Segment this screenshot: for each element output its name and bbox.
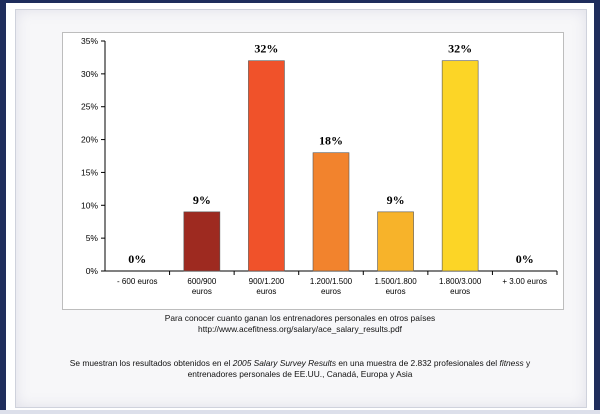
- y-tick-label: 30%: [81, 69, 98, 79]
- data-label: 9%: [387, 193, 405, 207]
- data-label: 9%: [193, 193, 211, 207]
- y-tick-label: 35%: [81, 36, 98, 46]
- source-note: Para conocer cuanto ganan los entrenador…: [15, 313, 585, 335]
- category-label: euros: [256, 287, 276, 296]
- fitness-word: fitness: [499, 358, 524, 368]
- y-tick-label: 10%: [81, 200, 98, 210]
- sample-note-part: Se muestran los resultados obtenidos en …: [69, 358, 233, 368]
- frame-right: [594, 0, 600, 414]
- bar: [248, 60, 285, 272]
- category-label: 1.200/1.500: [310, 277, 353, 286]
- data-label: 32%: [254, 42, 278, 56]
- category-label: euros: [321, 287, 341, 296]
- frame-bottom: [0, 410, 600, 414]
- content-panel: 0% 5% 10% 15% 20% 25% 30% 35% 0% - 600 euros 9% 600…: [15, 9, 587, 408]
- data-label: 0%: [516, 252, 534, 266]
- category-label: + 3.00 euros: [502, 277, 547, 286]
- sample-note-part: y: [523, 358, 531, 368]
- y-tick-label: 5%: [86, 233, 99, 243]
- y-tick-label: 15%: [81, 167, 98, 177]
- category-label: 1.500/1.800: [374, 277, 417, 286]
- category-label: - 600 euros: [117, 277, 157, 286]
- category-label: euros: [386, 287, 406, 296]
- source-url: http://www.acefitness.org/salary/ace_sal…: [198, 324, 402, 334]
- category-label: 1.800/3.000: [439, 277, 482, 286]
- salary-bar-chart: 0% 5% 10% 15% 20% 25% 30% 35% 0% - 600 euros 9% 600…: [81, 36, 558, 296]
- bar: [441, 60, 479, 272]
- chart-area: 0% 5% 10% 15% 20% 25% 30% 35% 0% - 600 euros 9% 600…: [62, 32, 564, 310]
- sample-note-line1: Se muestran los resultados obtenidos en …: [15, 358, 585, 369]
- y-tick-label: 20%: [81, 135, 98, 145]
- y-tick-label: 0%: [86, 266, 99, 276]
- data-label: 0%: [128, 252, 146, 266]
- category-label: 900/1.200: [249, 277, 285, 286]
- bar: [312, 152, 350, 272]
- frame-top: [0, 0, 600, 3]
- y-tick-label: 25%: [81, 102, 98, 112]
- sample-note-line2: entrenadores personales de EE.UU., Canad…: [187, 369, 413, 379]
- category-label: euros: [450, 287, 470, 296]
- category-label: 600/900: [187, 277, 216, 286]
- sample-note: Se muestran los resultados obtenidos en …: [15, 358, 585, 380]
- data-label: 18%: [319, 134, 343, 148]
- frame-left: [0, 0, 6, 414]
- category-label: euros: [192, 287, 212, 296]
- sample-note-part: en una muestra de 2.832 profesionales de…: [336, 358, 500, 368]
- source-note-text: Para conocer cuanto ganan los entrenador…: [164, 313, 436, 323]
- survey-title: 2005 Salary Survey Results: [232, 358, 337, 368]
- data-label: 32%: [448, 42, 472, 56]
- bar: [183, 211, 221, 272]
- bar: [377, 211, 414, 272]
